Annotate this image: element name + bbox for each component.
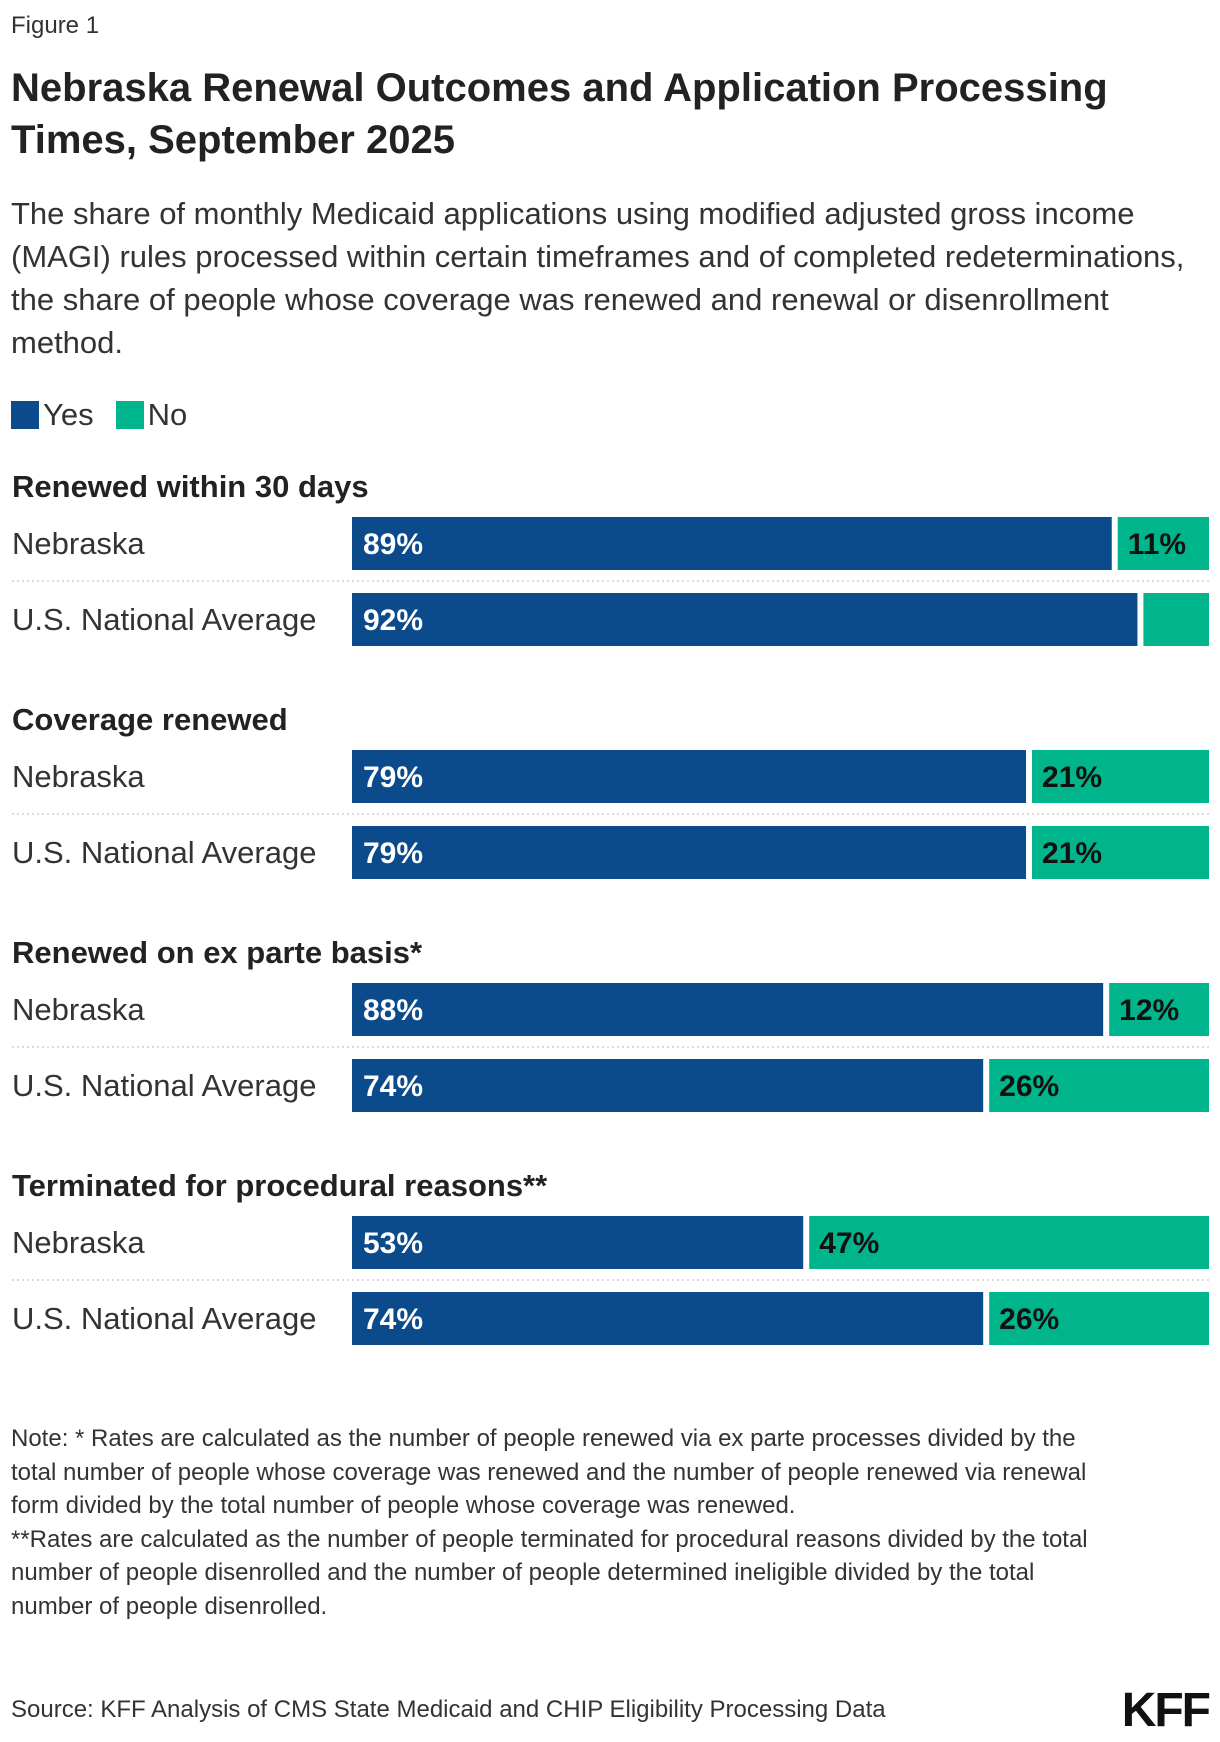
data-label-no: 11% (1128, 528, 1186, 561)
legend-label-no: No (147, 397, 188, 432)
group-title: Renewed within 30 days (12, 469, 369, 504)
data-label-no: 21% (1042, 837, 1102, 870)
note-2: **Rates are calculated as the number of … (11, 1525, 1088, 1620)
chart-subtitle: The share of monthly Medicaid applicatio… (11, 196, 1185, 360)
row-label: U.S. National Average (12, 1068, 316, 1103)
row-label: Nebraska (12, 992, 145, 1027)
row-label: U.S. National Average (12, 835, 316, 870)
legend-item-yes: Yes (11, 397, 94, 433)
data-label-yes: 53% (363, 1227, 423, 1260)
bar-no (1143, 593, 1209, 646)
bar-yes (352, 1059, 984, 1112)
figure-label: Figure 1 (11, 12, 100, 39)
row-label: Nebraska (12, 526, 145, 561)
group-title: Renewed on ex parte basis* (12, 935, 423, 970)
data-label-yes: 74% (363, 1303, 423, 1336)
legend-item-no: No (115, 397, 188, 433)
data-label-yes: 92% (363, 604, 423, 637)
data-label-yes: 89% (363, 528, 423, 561)
legend-swatch-yes (11, 401, 39, 429)
data-label-yes: 79% (363, 761, 423, 794)
legend-swatch-no (115, 401, 144, 429)
group-title: Coverage renewed (12, 702, 288, 737)
data-label-no: 26% (999, 1303, 1059, 1336)
chart-title: Nebraska Renewal Outcomes and Applicatio… (11, 66, 1108, 162)
data-label-no: 26% (999, 1070, 1059, 1103)
data-label-no: 21% (1042, 761, 1102, 794)
bar-no (809, 1216, 1209, 1269)
row-label: U.S. National Average (12, 1301, 316, 1336)
bar-no (1032, 750, 1209, 803)
source: Source: KFF Analysis of CMS State Medica… (11, 1696, 886, 1723)
legend-label-yes: Yes (43, 397, 94, 432)
data-label-no: 12% (1119, 994, 1179, 1027)
kff-logo: KFF (1121, 1684, 1211, 1737)
data-label-yes: 74% (363, 1070, 423, 1103)
group-title: Terminated for procedural reasons** (12, 1168, 548, 1203)
bar-no (989, 1292, 1209, 1345)
bar-yes (352, 517, 1112, 570)
data-label-no: 47% (819, 1227, 879, 1260)
notes: Note: * Rates are calculated as the numb… (11, 1422, 1111, 1623)
row-label: U.S. National Average (12, 602, 316, 637)
bar-no (1117, 517, 1209, 570)
bar-yes (352, 593, 1138, 646)
data-label-yes: 79% (363, 837, 423, 870)
bar-yes (352, 826, 1027, 879)
data-label-yes: 88% (363, 994, 423, 1027)
bar-yes (352, 1216, 804, 1269)
legend: Yes No (11, 397, 209, 433)
row-label: Nebraska (12, 759, 145, 794)
bar-yes (352, 1292, 984, 1345)
stacked-bar-chart: Renewed within 30 days Nebraska 89% 11% U.S.… (12, 469, 1209, 1345)
bar-no (1032, 826, 1209, 879)
note-1: Note: * Rates are calculated as the numb… (11, 1425, 1087, 1519)
bar-yes (352, 750, 1027, 803)
bar-yes (352, 983, 1104, 1036)
row-label: Nebraska (12, 1225, 145, 1260)
bar-no (1109, 983, 1209, 1036)
bar-no (989, 1059, 1209, 1112)
